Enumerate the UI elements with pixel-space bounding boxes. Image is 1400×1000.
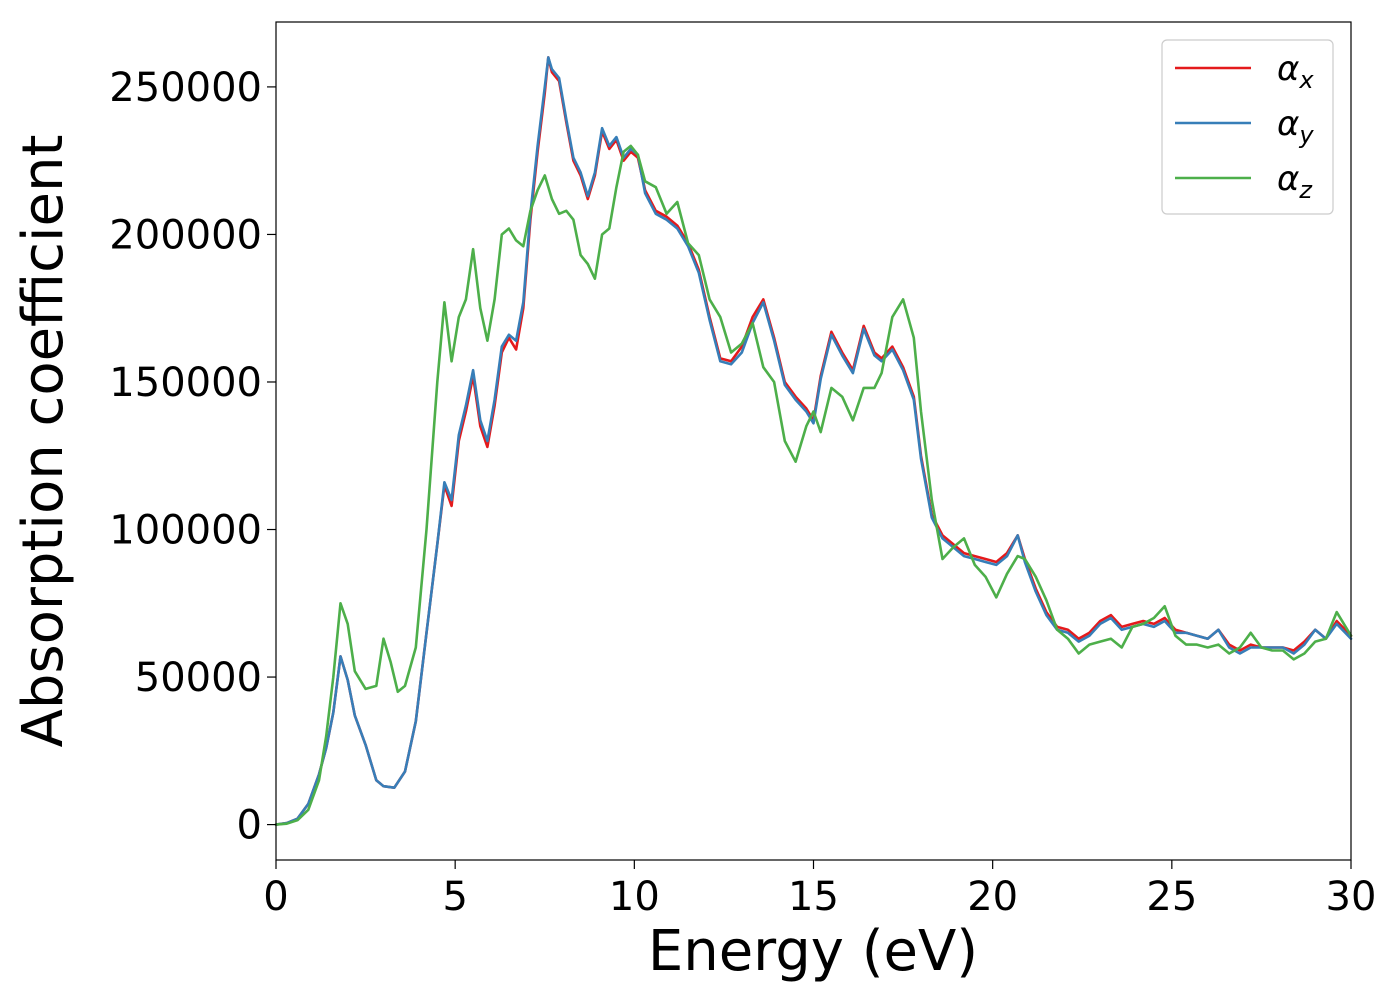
y-tick-label: 250000 — [109, 65, 262, 111]
y-tick-label: 150000 — [109, 360, 262, 406]
legend-label: αx — [1277, 49, 1314, 94]
y-tick-label: 200000 — [109, 212, 262, 258]
legend-label-symbol: α — [1277, 104, 1299, 144]
x-tick-label: 30 — [1326, 874, 1377, 920]
x-tick-label: 10 — [609, 874, 660, 920]
y-axis-title: Absorption coefficient — [11, 135, 76, 748]
y-tick-label: 0 — [237, 803, 262, 849]
legend-label-symbol: α — [1277, 159, 1299, 199]
x-tick-label: 25 — [1146, 874, 1197, 920]
legend-label-subscript: x — [1298, 66, 1314, 94]
y-tick-label: 50000 — [135, 655, 262, 701]
x-tick-label: 5 — [442, 874, 467, 920]
legend-label-subscript: y — [1298, 121, 1314, 149]
legend-box — [1161, 39, 1334, 215]
series-layer — [274, 56, 1353, 826]
x-axis-title: Energy (eV) — [648, 919, 978, 984]
legend-label-subscript: z — [1298, 176, 1313, 204]
y-tick-label: 100000 — [109, 508, 262, 554]
y-axis: 0 50000 100000 150000 200000 250000 — [109, 65, 276, 849]
legend-label: αy — [1277, 104, 1314, 149]
legend-label-symbol: α — [1277, 49, 1299, 89]
x-tick-label: 15 — [788, 874, 839, 920]
x-tick-label: 0 — [263, 874, 288, 920]
legend-label: αz — [1277, 159, 1313, 204]
x-tick-label: 20 — [967, 874, 1018, 920]
series-line-x — [274, 56, 1353, 826]
series-line-z — [274, 144, 1353, 826]
x-axis: 0 5 10 15 20 25 30 — [263, 860, 1376, 920]
